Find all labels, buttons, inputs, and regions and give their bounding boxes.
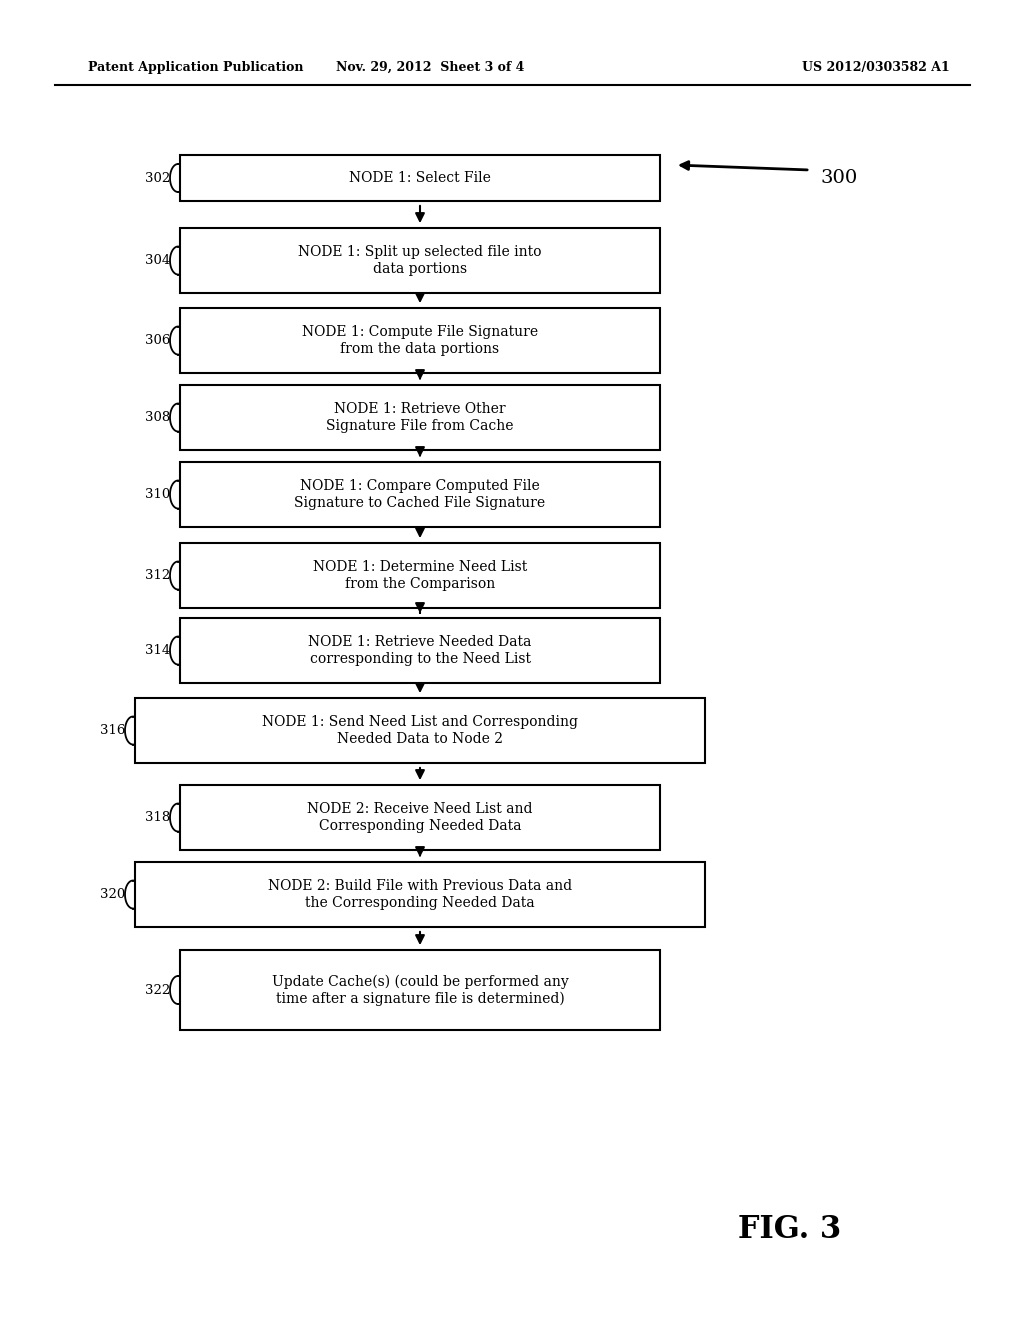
Bar: [180, 154, 660, 201]
Text: US 2012/0303582 A1: US 2012/0303582 A1: [802, 61, 950, 74]
Text: NODE 2: Receive Need List and
Corresponding Needed Data: NODE 2: Receive Need List and Correspond…: [307, 803, 532, 833]
Text: 308: 308: [144, 411, 170, 424]
Text: NODE 1: Retrieve Needed Data
corresponding to the Need List: NODE 1: Retrieve Needed Data correspondi…: [308, 635, 531, 665]
Text: 320: 320: [99, 888, 125, 902]
Text: 304: 304: [144, 253, 170, 267]
Text: NODE 1: Compute File Signature
from the data portions: NODE 1: Compute File Signature from the …: [302, 326, 538, 355]
Text: NODE 1: Send Need List and Corresponding
Needed Data to Node 2: NODE 1: Send Need List and Corresponding…: [262, 715, 578, 746]
Bar: [180, 228, 660, 293]
Text: NODE 1: Split up selected file into
data portions: NODE 1: Split up selected file into data…: [298, 246, 542, 276]
Text: Nov. 29, 2012  Sheet 3 of 4: Nov. 29, 2012 Sheet 3 of 4: [336, 61, 524, 74]
Bar: [180, 385, 660, 450]
Text: 316: 316: [99, 723, 125, 737]
Text: 302: 302: [144, 172, 170, 185]
Text: 306: 306: [144, 334, 170, 347]
Bar: [180, 308, 660, 374]
Bar: [180, 785, 660, 850]
Text: FIG. 3: FIG. 3: [738, 1214, 842, 1246]
Text: NODE 1: Retrieve Other
Signature File from Cache: NODE 1: Retrieve Other Signature File fr…: [327, 403, 514, 433]
Bar: [180, 950, 660, 1030]
Bar: [180, 543, 660, 609]
Bar: [180, 462, 660, 527]
Text: 314: 314: [144, 644, 170, 657]
Text: Patent Application Publication: Patent Application Publication: [88, 61, 303, 74]
Text: 310: 310: [144, 488, 170, 502]
Text: 312: 312: [144, 569, 170, 582]
Text: NODE 1: Select File: NODE 1: Select File: [349, 172, 490, 185]
Text: NODE 2: Build File with Previous Data and
the Corresponding Needed Data: NODE 2: Build File with Previous Data an…: [268, 879, 572, 909]
Text: Update Cache(s) (could be performed any
time after a signature file is determine: Update Cache(s) (could be performed any …: [271, 974, 568, 1006]
Bar: [135, 862, 705, 927]
Text: 322: 322: [144, 983, 170, 997]
Text: 318: 318: [144, 810, 170, 824]
Bar: [180, 618, 660, 682]
Text: 300: 300: [820, 169, 857, 187]
Text: NODE 1: Compare Computed File
Signature to Cached File Signature: NODE 1: Compare Computed File Signature …: [295, 479, 546, 510]
Text: NODE 1: Determine Need List
from the Comparison: NODE 1: Determine Need List from the Com…: [313, 561, 527, 590]
Bar: [135, 698, 705, 763]
